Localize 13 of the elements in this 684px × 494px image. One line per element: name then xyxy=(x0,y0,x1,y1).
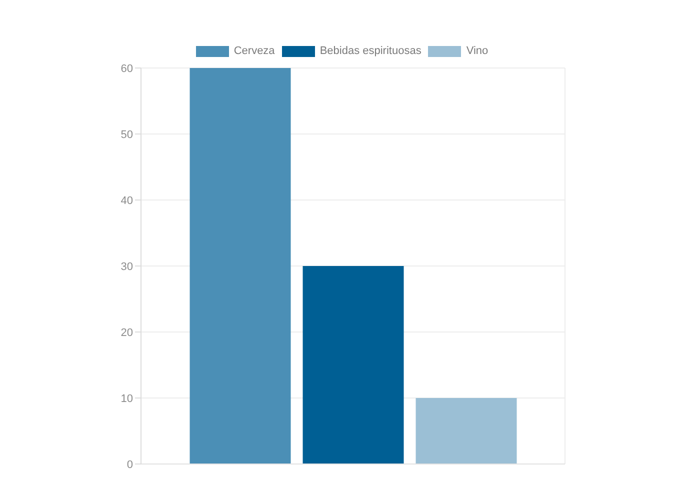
y-tick-label: 50 xyxy=(120,128,133,141)
bar xyxy=(302,266,404,464)
bar xyxy=(190,68,291,464)
y-tick-label: 60 xyxy=(120,62,133,75)
y-tick-label: 10 xyxy=(120,392,133,405)
legend-label: Cerveza xyxy=(234,45,275,57)
y-tick-label: 20 xyxy=(120,326,133,339)
legend-label: Vino xyxy=(466,45,488,57)
bar xyxy=(416,398,517,464)
y-tick-label: 40 xyxy=(120,194,133,207)
legend-label: Bebidas espirituosas xyxy=(320,45,422,57)
y-tick-label: 30 xyxy=(120,260,133,273)
y-tick-label: 0 xyxy=(126,458,133,471)
